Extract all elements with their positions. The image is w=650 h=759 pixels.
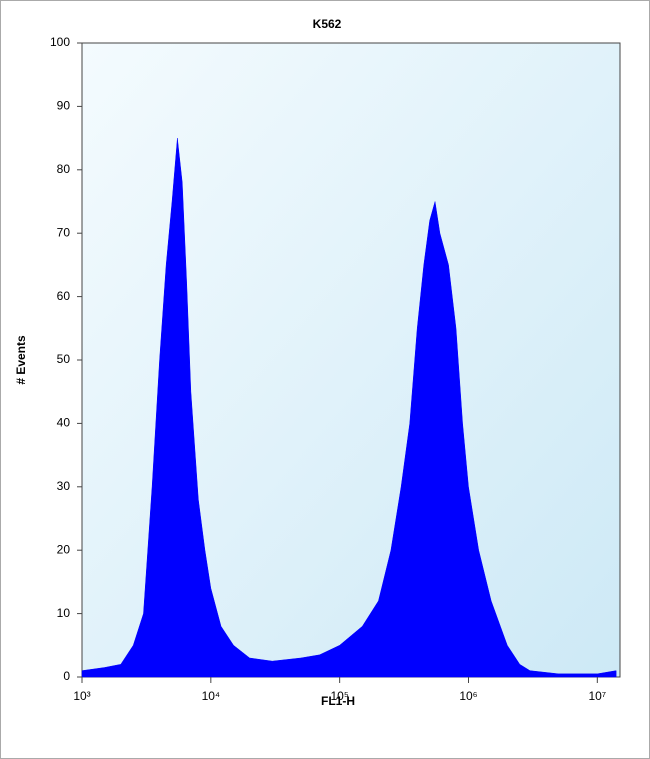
y-tick-label: 100 (50, 35, 70, 49)
x-tick-label: 10³ (73, 689, 90, 703)
x-tick-label: 10⁶ (459, 689, 477, 703)
x-axis-label: FL1-H (321, 694, 355, 708)
y-tick-label: 0 (63, 669, 70, 683)
chart-title: K562 (313, 17, 342, 31)
y-tick-label: 50 (57, 352, 71, 366)
y-tick-label: 40 (57, 416, 71, 430)
y-tick-label: 10 (57, 606, 71, 620)
histogram-area (81, 138, 617, 678)
y-tick-label: 60 (57, 289, 71, 303)
x-tick-label: 10⁴ (202, 689, 221, 703)
y-axis-label: # Events (14, 335, 28, 385)
x-tick-label: 10⁵ (330, 689, 348, 703)
x-tick-label: 10⁷ (588, 689, 606, 703)
y-tick-label: 80 (57, 162, 71, 176)
y-tick-label: 30 (57, 479, 71, 493)
y-tick-label: 70 (57, 225, 71, 239)
y-tick-label: 90 (57, 99, 71, 113)
y-tick-label: 20 (57, 542, 71, 556)
